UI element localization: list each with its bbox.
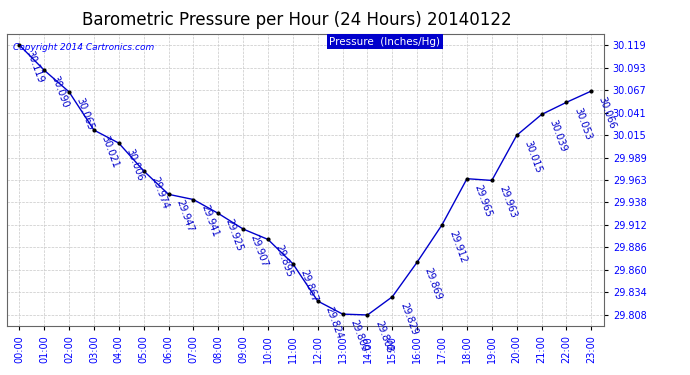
- Text: 29.824: 29.824: [324, 305, 344, 340]
- Text: 29.941: 29.941: [199, 204, 220, 239]
- Text: Barometric Pressure per Hour (24 Hours) 20140122: Barometric Pressure per Hour (24 Hours) …: [82, 11, 511, 29]
- Text: 30.006: 30.006: [124, 147, 146, 182]
- Text: 30.039: 30.039: [547, 118, 568, 154]
- Text: 29.947: 29.947: [174, 198, 195, 234]
- Text: 29.925: 29.925: [224, 217, 245, 253]
- Text: 29.867: 29.867: [299, 268, 319, 303]
- Text: 29.829: 29.829: [398, 301, 419, 336]
- Text: 30.065: 30.065: [75, 96, 96, 131]
- Text: 30.015: 30.015: [522, 140, 543, 175]
- Text: Copyright 2014 Cartronics.com: Copyright 2014 Cartronics.com: [13, 42, 154, 51]
- Text: 30.090: 30.090: [50, 74, 70, 110]
- Text: 29.809: 29.809: [348, 318, 369, 353]
- Text: Pressure  (Inches/Hg): Pressure (Inches/Hg): [329, 37, 440, 46]
- Text: 29.808: 29.808: [373, 319, 394, 354]
- Text: 29.974: 29.974: [149, 175, 170, 210]
- Text: 29.869: 29.869: [423, 266, 444, 302]
- Text: 30.053: 30.053: [572, 106, 593, 142]
- Text: 29.895: 29.895: [273, 244, 295, 279]
- Text: 30.021: 30.021: [99, 134, 121, 170]
- Text: 30.066: 30.066: [597, 95, 618, 130]
- Text: 30.119: 30.119: [25, 49, 46, 84]
- Text: 29.965: 29.965: [473, 183, 493, 218]
- Text: 29.963: 29.963: [497, 184, 518, 220]
- Text: 29.912: 29.912: [448, 229, 469, 264]
- Text: 29.907: 29.907: [248, 233, 270, 268]
